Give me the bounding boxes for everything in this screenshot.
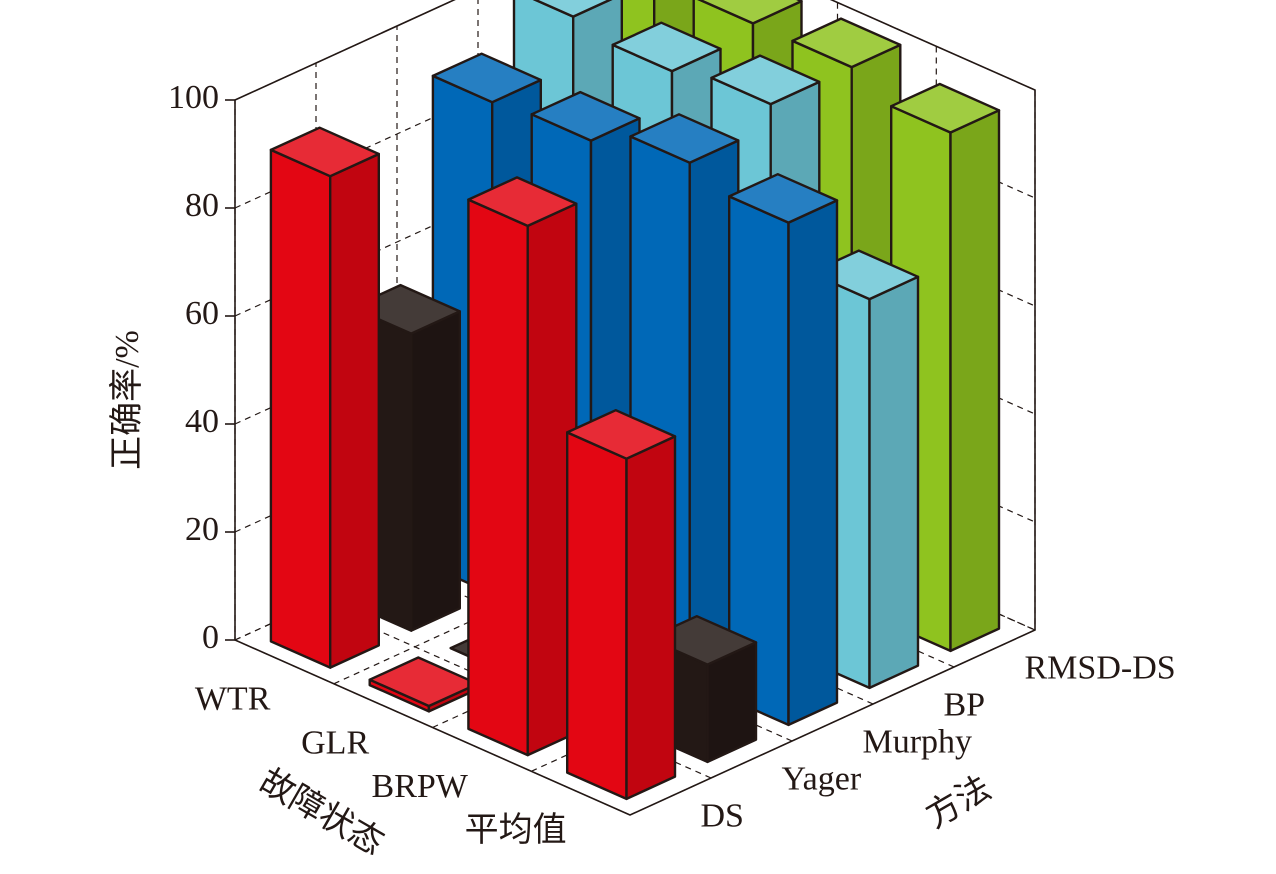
- series-tick-label: DS: [701, 797, 744, 834]
- y-tick-label: 20: [185, 511, 219, 548]
- bar-face-side: [949, 109, 1001, 653]
- bar-face-top: [269, 126, 380, 178]
- bar-face-side: [329, 152, 380, 669]
- bar: [467, 176, 578, 757]
- x-tick-label: 平均值: [465, 811, 567, 849]
- bar-face-top: [530, 90, 641, 142]
- bar-face-top: [431, 52, 542, 104]
- y-axis-title: 正确率/%: [108, 330, 146, 470]
- bar-face-top: [566, 409, 677, 460]
- grid-line: [234, 0, 1036, 101]
- bar: [566, 409, 677, 801]
- bar: [728, 172, 839, 727]
- bar-face-side: [787, 199, 839, 727]
- series-tick-label: BP: [944, 686, 986, 723]
- x-tick-label: GLR: [301, 724, 369, 761]
- bar: [269, 126, 380, 669]
- bar-face-top: [368, 656, 479, 708]
- bar-face-top: [890, 82, 1001, 134]
- series-tick-label: Murphy: [863, 723, 973, 760]
- bar-face-front: [269, 148, 332, 669]
- y-tick-label: 60: [185, 295, 219, 332]
- x-axis-title: 故障状态: [253, 762, 390, 863]
- bar-face-top: [629, 113, 740, 164]
- series-axis-title: 方法: [919, 769, 997, 836]
- bar-face-side: [410, 310, 461, 632]
- y-tick-label: 80: [185, 187, 219, 224]
- bar-face-top: [791, 17, 902, 69]
- y-tick-label: 100: [168, 79, 219, 116]
- y-tick-label: 0: [202, 619, 219, 656]
- bar: [368, 656, 479, 713]
- x-tick-label: WTR: [195, 681, 271, 718]
- bar-face-front: [467, 198, 529, 757]
- bar-face-side: [868, 275, 920, 690]
- y-tick-label: 40: [185, 403, 219, 440]
- series-tick-label: RMSD-DS: [1025, 649, 1176, 686]
- bar-face-side: [625, 435, 677, 801]
- bar-face-front: [566, 431, 628, 801]
- bar-face-top: [710, 54, 821, 106]
- series-tick-label: Yager: [782, 760, 862, 797]
- x-tick-label: BRPW: [372, 768, 469, 805]
- bar-face-top: [467, 176, 578, 228]
- bar-face-top: [611, 21, 722, 73]
- bar-face-top: [532, 0, 613, 18]
- bar-face-top: [697, 0, 803, 25]
- bar-face-top: [728, 172, 839, 224]
